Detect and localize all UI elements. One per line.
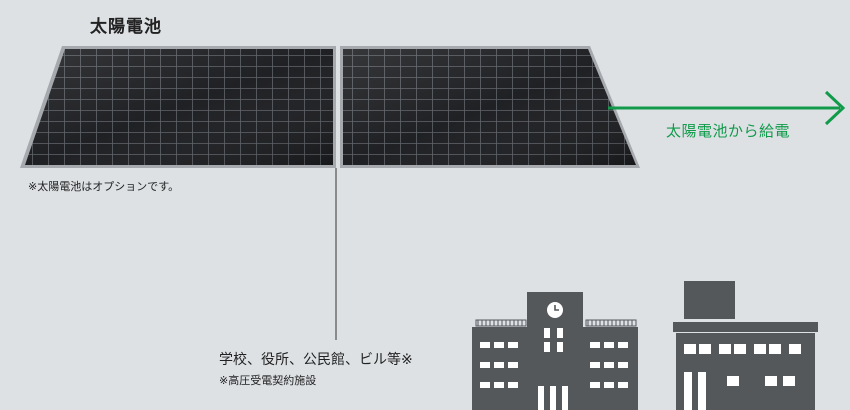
facility-label: 学校、役所、公民館、ビル等※ (219, 352, 413, 368)
solar-panel-icon (20, 46, 640, 168)
office-building-icon (673, 281, 818, 410)
facility-note: ※高圧受電契約施設 (219, 374, 317, 387)
solar-title: 太陽電池 (90, 17, 162, 37)
school-building-icon (472, 292, 638, 410)
supply-label: 太陽電池から給電 (666, 122, 791, 140)
solar-option-note: ※太陽電池はオプションです。 (28, 180, 180, 193)
arrow-right-icon (608, 90, 846, 126)
